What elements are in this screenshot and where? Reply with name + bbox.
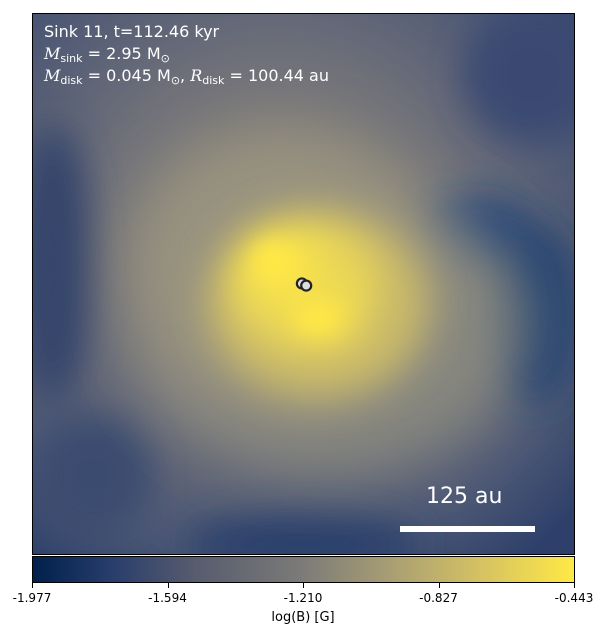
annotation-sink-mass: Msink = 2.95 M⊙ [44, 43, 170, 69]
disk-radius-value: = 100.44 au [224, 66, 329, 85]
disk-mass-symbol: M [44, 66, 61, 85]
sink-mass-subscript: sink [60, 52, 83, 65]
scalebar [400, 526, 535, 532]
sink-mass-sun-symbol: ⊙ [160, 52, 170, 65]
disk-mass-sun-symbol: ⊙ [170, 74, 181, 87]
annotation-disk-properties: Mdisk = 0.045 M⊙, Rdisk = 100.44 au [44, 65, 329, 91]
sink-mass-symbol: M [44, 44, 61, 63]
sink-mass-value: = 2.95 M [82, 44, 161, 63]
colorbar-tick [32, 583, 33, 588]
sink-marker [300, 279, 313, 292]
colorbar-tick [167, 583, 169, 588]
annotation-sink-time: Sink 11, t=112.46 kyr [44, 22, 220, 41]
sink-markers [295, 277, 313, 292]
disk-radius-symbol: R [190, 66, 203, 85]
colorbar-tick [303, 583, 304, 588]
disk-mass-subscript: disk [60, 74, 83, 87]
high-field-peaks [255, 243, 338, 333]
colorbar-tick-label: -0.827 [419, 591, 458, 605]
colorbar-tick [574, 583, 575, 588]
colorbar-tick [438, 583, 440, 588]
magnetic-field-map: Sink 11, t=112.46 kyr Msink = 2.95 M⊙ Md… [32, 13, 575, 555]
heatmap-image [33, 14, 574, 554]
disk-mass-value: = 0.045 M [82, 66, 171, 85]
colorbar-tick-label: -0.443 [554, 591, 594, 605]
colorbar-tick-label: -1.594 [148, 591, 187, 605]
colorbar-label: log(B) [G] [271, 610, 335, 625]
colorbar [32, 556, 575, 583]
disk-separator: , [180, 66, 191, 85]
colorbar-tick-label: -1.210 [283, 591, 323, 605]
scalebar-label: 125 au [426, 484, 503, 509]
high-field-core [208, 209, 428, 399]
colorbar-tick-label: -1.977 [12, 591, 52, 605]
disk-radius-subscript: disk [202, 74, 225, 87]
